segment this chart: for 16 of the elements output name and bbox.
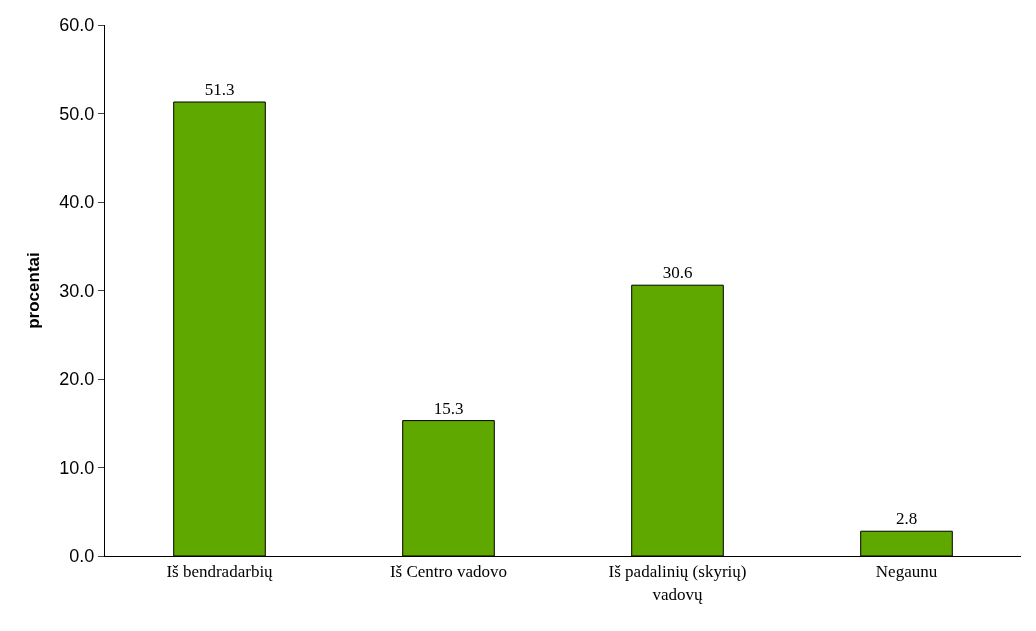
data-label: 51.3 (204, 80, 235, 99)
y-tick-label: 50.0 (59, 103, 95, 124)
data-label: 2.8 (895, 509, 918, 529)
x-tick-label: Iš Centro vadovo (389, 562, 508, 582)
x-tick-label: Iš bendradarbių (166, 562, 274, 582)
data-label: 30.6 (662, 263, 693, 283)
x-tick-label: Negaunu (875, 562, 938, 582)
y-axis-title: procentai (23, 252, 43, 329)
y-tick-label: 30.0 (59, 280, 95, 301)
y-tick-label: 10.0 (59, 457, 95, 478)
x-tick-label: Iš padalinių (skyrių) vadovų (608, 562, 747, 604)
data-label: 15.3 (433, 398, 464, 418)
y-tick-label: 40.0 (59, 192, 95, 213)
y-tick-label: 20.0 (59, 369, 95, 390)
y-tick-label: 60.0 (59, 15, 95, 36)
y-tick-label: 0.0 (69, 546, 95, 567)
